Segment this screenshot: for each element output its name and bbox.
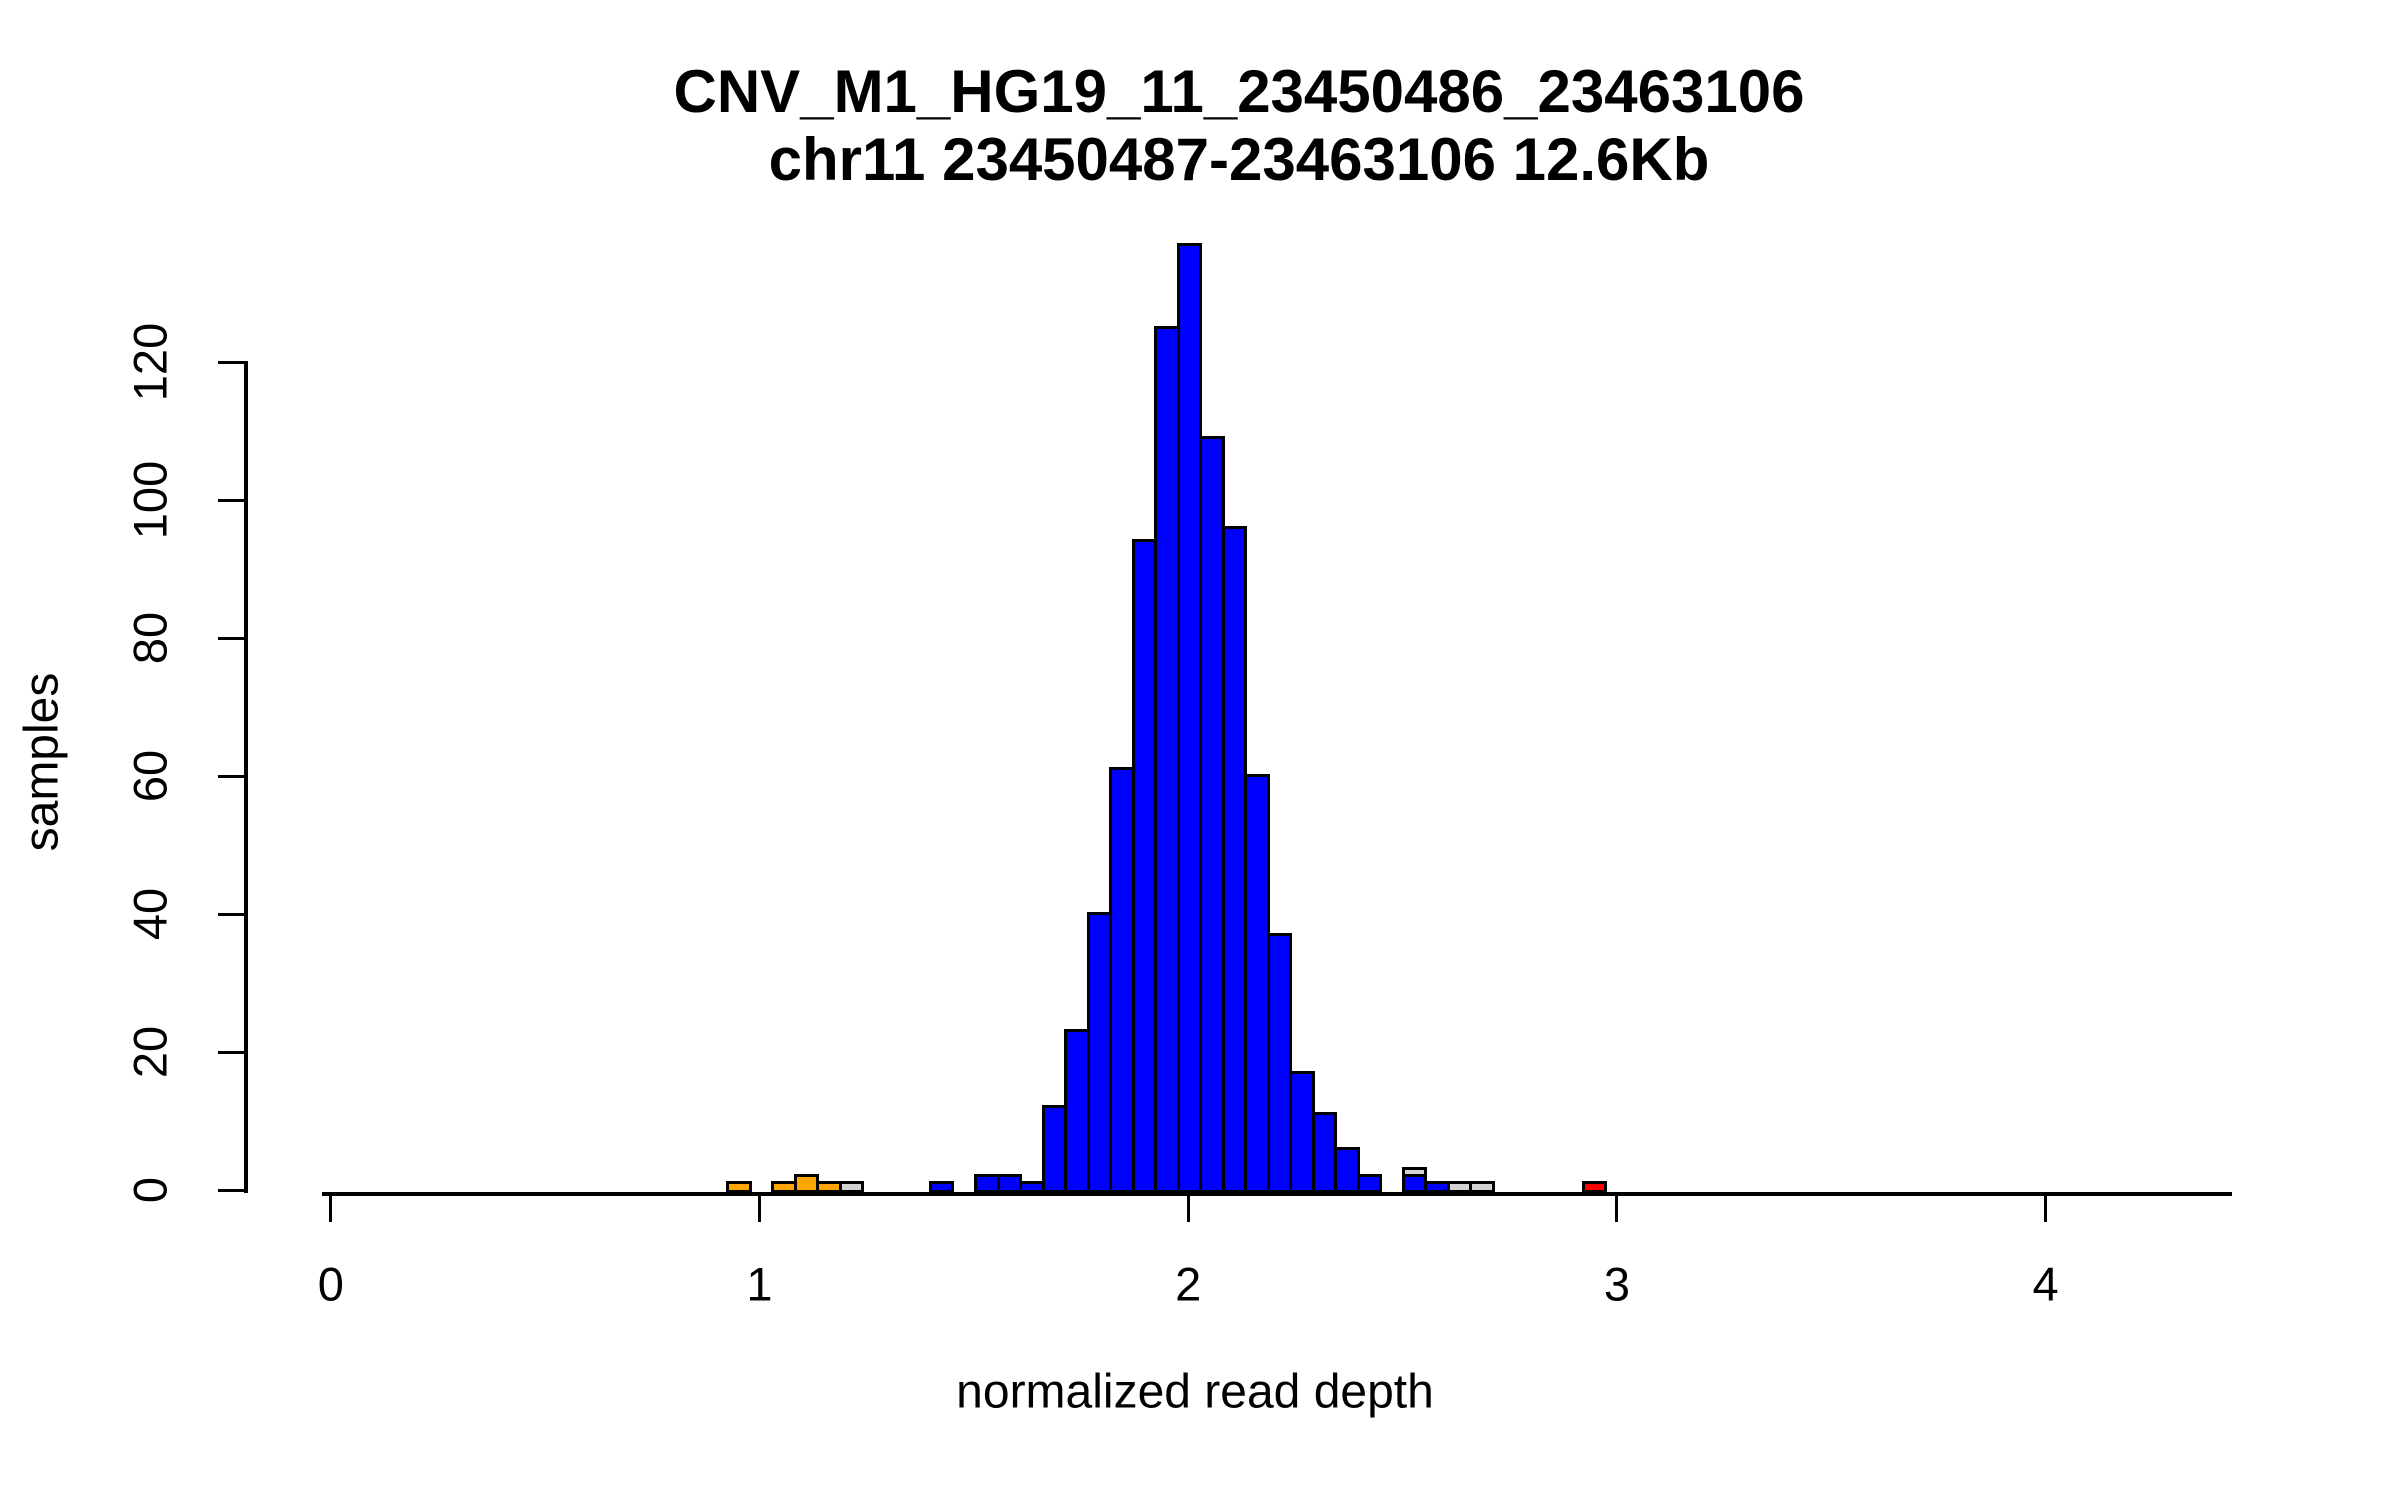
histogram-bar — [838, 1181, 865, 1193]
y-axis-tick — [218, 774, 244, 778]
histogram-bar — [1176, 242, 1202, 1193]
x-axis-tick — [758, 1196, 761, 1222]
x-tick-label: 1 — [746, 1257, 773, 1311]
histogram-bar — [1469, 1181, 1495, 1193]
histogram-bar — [1356, 1174, 1383, 1193]
y-tick-label: 60 — [123, 749, 177, 803]
chart-title-block: CNV_M1_HG19_11_23450486_23463106 chr11 2… — [246, 58, 2232, 194]
x-axis-tick — [1186, 1196, 1190, 1222]
y-axis-tick — [218, 1188, 244, 1192]
x-tick-label: 0 — [317, 1257, 344, 1311]
x-tick-label: 3 — [1603, 1257, 1630, 1311]
histogram-bar — [1289, 1070, 1315, 1193]
x-tick-label: 4 — [2032, 1257, 2059, 1311]
y-tick-label: 20 — [123, 1025, 177, 1079]
y-tick-label: 0 — [123, 1176, 177, 1204]
y-tick-label: 120 — [123, 322, 177, 402]
y-axis-tick — [218, 1050, 244, 1054]
histogram-bar — [1581, 1181, 1608, 1193]
y-axis-tick — [218, 360, 244, 364]
x-tick-label: 2 — [1175, 1257, 1202, 1311]
y-axis-tick — [218, 498, 244, 502]
chart-subtitle: chr11 23450487-23463106 12.6Kb — [768, 126, 1710, 193]
y-tick-label: 80 — [123, 611, 177, 665]
histogram-bar — [928, 1181, 955, 1193]
y-axis-line — [244, 361, 248, 1193]
y-tick-label: 40 — [123, 887, 177, 941]
y-tick-label: 100 — [123, 460, 177, 540]
x-axis-tick — [1615, 1196, 1619, 1222]
y-axis-tick — [218, 912, 244, 916]
x-axis-tick — [2044, 1196, 2048, 1222]
x-axis-line — [322, 1192, 2232, 1196]
y-axis-tick — [218, 636, 244, 640]
y-axis-title: samples — [15, 672, 69, 852]
chart-title: CNV_M1_HG19_11_23450486_23463106 — [673, 58, 1805, 125]
x-axis-tick — [329, 1196, 333, 1222]
x-axis-title: normalized read depth — [956, 1365, 1434, 1419]
histogram-bar — [726, 1181, 752, 1193]
histogram-bar — [1334, 1146, 1360, 1193]
histogram-bar — [1266, 932, 1292, 1193]
